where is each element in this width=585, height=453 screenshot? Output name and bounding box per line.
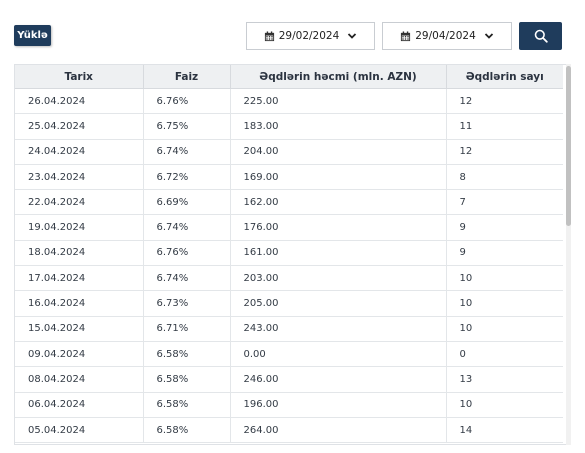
table-row: 06.04.2024 6.58% 196.00 10 [15,392,563,418]
table-row: 16.04.2024 6.73% 205.00 10 [15,290,563,317]
cell-volume: 161.00 [230,240,447,267]
rates-table: Tarix Faiz Əqdlərin həcmi (mln. AZN) Əqd… [14,64,567,445]
cell-count: 10 [446,392,563,418]
cell-volume: 243.00 [230,316,447,342]
table-row: 05.04.2024 6.58% 264.00 14 [15,417,563,444]
cell-rate: 6.75% [143,113,231,140]
cell-date: 15.04.2024 [15,316,144,342]
table-row: 23.04.2024 6.72% 169.00 8 [15,164,563,191]
cell-count: 9 [446,214,563,241]
cell-date: 24.04.2024 [15,139,144,165]
cell-volume: 196.00 [230,392,447,418]
table-header-row: Tarix Faiz Əqdlərin həcmi (mln. AZN) Əqd… [15,65,563,89]
cell-date: 05.04.2024 [15,417,144,444]
chevron-down-icon [348,33,357,39]
cell-rate: 6.58% [143,341,231,368]
cell-volume: 169.00 [230,164,447,191]
cell-rate: 6.74% [143,214,231,241]
table-scrollbar[interactable] [566,64,571,445]
table-row: 22.04.2024 6.69% 162.00 7 [15,189,563,216]
cell-count: 11 [446,113,563,140]
cell-volume: 205.00 [230,290,447,317]
cell-volume: 183.00 [230,113,447,140]
date-to-value: 29/04/2024 [415,30,476,42]
cell-count: 12 [446,139,563,165]
cell-date: 09.04.2024 [15,341,144,368]
column-header-date: Tarix [15,65,144,89]
table-row: 17.04.2024 6.74% 203.00 10 [15,265,563,292]
cell-count: 8 [446,164,563,191]
search-button[interactable] [519,22,562,50]
cell-volume: 204.00 [230,139,447,165]
chevron-down-icon [484,33,493,39]
table-row: 18.04.2024 6.76% 161.00 9 [15,240,563,267]
cell-date: 16.04.2024 [15,290,144,317]
cell-rate: 6.58% [143,417,231,444]
cell-count: 10 [446,316,563,342]
date-to-picker[interactable]: 29/04/2024 [382,22,512,50]
cell-rate: 6.71% [143,316,231,342]
cell-volume: 264.00 [230,417,447,444]
cell-volume: 0.00 [230,341,447,368]
table-row: 19.04.2024 6.74% 176.00 9 [15,214,563,241]
table-row: 26.04.2024 6.76% 225.00 12 [15,88,563,115]
date-from-value: 29/02/2024 [278,30,340,42]
scrollbar-thumb[interactable] [566,66,571,226]
cell-rate: 6.58% [143,366,231,393]
cell-volume: 225.00 [230,88,447,115]
column-header-rate: Faiz [143,65,231,89]
cell-volume: 246.00 [230,366,447,393]
cell-date: 06.04.2024 [15,392,144,418]
cell-rate: 6.74% [143,265,231,292]
cell-rate: 6.69% [143,189,231,216]
cell-date: 17.04.2024 [15,265,144,292]
cell-rate: 6.76% [143,240,231,267]
cell-rate: 6.76% [143,88,231,115]
cell-count: 0 [446,341,563,368]
cell-count: 7 [446,189,563,216]
cell-date: 22.04.2024 [15,189,144,216]
load-button[interactable]: Yüklə [14,25,51,46]
cell-volume: 203.00 [230,265,447,292]
search-icon [534,29,548,43]
cell-rate: 6.58% [143,392,231,418]
cell-volume: 176.00 [230,214,447,241]
cell-date: 19.04.2024 [15,214,144,241]
table-row: 15.04.2024 6.71% 243.00 10 [15,316,563,342]
column-header-volume: Əqdlərin həcmi (mln. AZN) [230,65,447,89]
cell-date: 25.04.2024 [15,113,144,140]
calendar-icon [401,30,411,41]
date-from-picker[interactable]: 29/02/2024 [246,22,375,50]
cell-count: 9 [446,240,563,267]
cell-count: 14 [446,417,563,444]
calendar-icon [264,30,274,41]
cell-rate: 6.74% [143,139,231,165]
table-row: 25.04.2024 6.75% 183.00 11 [15,113,563,140]
column-header-count: Əqdlərin sayı [446,65,563,89]
cell-date: 18.04.2024 [15,240,144,267]
table-row: 24.04.2024 6.74% 204.00 12 [15,139,563,165]
cell-rate: 6.72% [143,164,231,191]
table-row: 08.04.2024 6.58% 246.00 13 [15,366,563,393]
cell-rate: 6.73% [143,290,231,317]
cell-count: 10 [446,290,563,317]
cell-count: 13 [446,366,563,393]
cell-date: 08.04.2024 [15,366,144,393]
cell-date: 23.04.2024 [15,164,144,191]
table-row: 09.04.2024 6.58% 0.00 0 [15,341,563,368]
cell-volume: 162.00 [230,189,447,216]
cell-date: 26.04.2024 [15,88,144,115]
cell-count: 10 [446,265,563,292]
cell-count: 12 [446,88,563,115]
